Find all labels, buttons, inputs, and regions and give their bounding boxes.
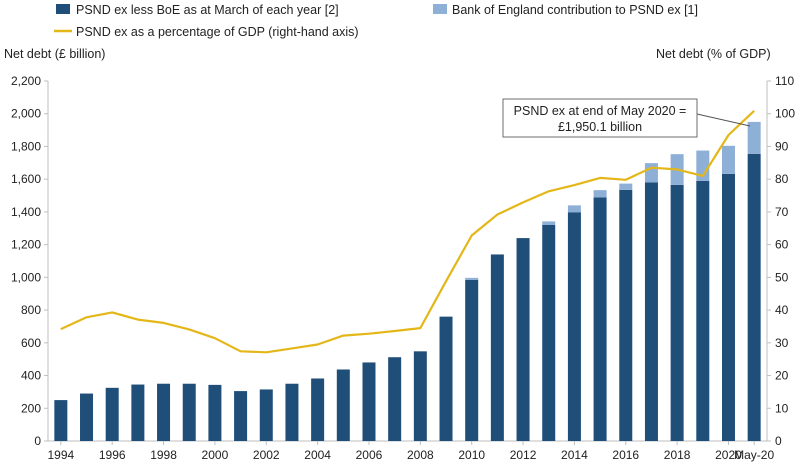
bar-psnd-less-boe [182,383,196,441]
bars [54,121,761,442]
y-tick-label-right: 90 [775,139,789,153]
y-tick-label-left: 800 [21,303,41,317]
bar-psnd-less-boe [619,189,633,441]
x-tick-label: 2016 [612,448,639,462]
bar-psnd-less-boe [490,254,504,441]
bar-psnd-less-boe [696,180,710,441]
y-tick-label-right: 70 [775,205,789,219]
x-tick-label: 2010 [458,448,485,462]
y-ticks-left: 0 200 400 600 800 1,000 1,200 1,400 1,600 1,800 2,… [11,74,48,448]
y-tick-label-right: 60 [775,238,789,252]
y-tick-label-left: 200 [21,401,41,415]
bar-psnd-less-boe [54,400,68,441]
legend-label-psnd-less-boe: PSND ex less BoE as at March of each yea… [76,3,339,17]
x-tick-label: 2012 [510,448,537,462]
bar-psnd-less-boe [542,225,556,441]
y-tick-label-left: 400 [21,369,41,383]
y-tick-label-right: 50 [775,270,789,284]
bar-psnd-less-boe [721,173,735,442]
bar-psnd-less-boe [157,383,171,441]
bar-psnd-less-boe [362,362,376,441]
y-tick-label-left: 2,200 [11,74,41,88]
bar-psnd-less-boe [259,389,273,441]
legend-label-gdp-line: PSND ex as a percentage of GDP (right-ha… [76,25,359,39]
legend-label-boe-contribution: Bank of England contribution to PSND ex … [452,3,698,17]
x-tick-label: 1994 [47,448,74,462]
bar-boe-contribution [465,277,479,280]
annotation: PSND ex at end of May 2020 = £1,950.1 bi… [502,98,751,138]
gdp-line-layer [60,109,755,354]
y-tick-label-left: 1,200 [11,238,41,252]
bar-psnd-less-boe [670,184,684,441]
gdp-percentage-line [60,109,755,354]
y-ticks-right: 0 10 20 30 40 50 60 70 80 90 100 110 [767,74,795,448]
y-tick-label-right: 100 [775,107,795,121]
bar-psnd-less-boe [644,182,658,442]
y-tick-label-right: 30 [775,336,789,350]
bar-psnd-less-boe [285,383,299,441]
x-tick-label: 2018 [664,448,691,462]
legend-swatch-psnd-less-boe [56,4,70,14]
bar-psnd-less-boe [336,369,350,441]
bar-boe-contribution [644,163,658,183]
bar-psnd-less-boe [465,279,479,441]
bar-boe-contribution [567,205,581,213]
x-tick-label: 2002 [253,448,280,462]
y-tick-label-right: 0 [775,434,782,448]
annotation-leader [696,113,751,127]
annotation-line-1: PSND ex at end of May 2020 = [514,104,687,118]
y-axis-title-right: Net debt (% of GDP) [656,47,771,61]
bar-boe-contribution [542,221,556,225]
bar-psnd-less-boe [388,357,402,441]
y-tick-label-left: 1,000 [11,270,41,284]
x-tick-label: 2014 [561,448,588,462]
y-tick-label-right: 20 [775,369,789,383]
bar-psnd-less-boe [567,212,581,441]
y-tick-label-left: 1,800 [11,139,41,153]
bar-boe-contribution [747,121,761,154]
y-tick-label-left: 2,000 [11,107,41,121]
y-tick-label-right: 10 [775,401,789,415]
bar-psnd-less-boe [131,384,145,441]
x-tick-label: 2006 [356,448,383,462]
bar-boe-contribution [593,190,607,198]
x-tick-label: 2000 [202,448,229,462]
y-tick-label-left: 600 [21,336,41,350]
annotation-line-2: £1,950.1 billion [558,120,642,134]
legend-swatch-boe-contribution [433,4,447,14]
bar-psnd-less-boe [105,387,119,441]
bar-psnd-less-boe [208,384,222,441]
bar-psnd-less-boe [80,393,94,441]
legend: PSND ex less BoE as at March of each yea… [54,3,698,39]
y-tick-label-left: 1,600 [11,172,41,186]
bar-psnd-less-boe [439,316,453,441]
x-tick-label: May-20 [734,448,774,462]
bar-psnd-less-boe [747,153,761,441]
annotation-box [502,98,698,138]
bar-psnd-less-boe [413,351,427,441]
x-ticks: 1994 1996 1998 2000 2002 2004 2006 2008 2010 2012… [47,441,774,462]
y-axis-title-left: Net debt (£ billion) [4,47,105,61]
y-tick-label-left: 1,400 [11,205,41,219]
bar-psnd-less-boe [234,391,248,441]
bar-psnd-less-boe [311,378,325,441]
x-tick-label: 2020 [715,448,742,462]
bar-boe-contribution [721,145,735,174]
y-tick-label-left: 0 [34,434,41,448]
bar-boe-contribution [619,183,633,190]
bar-psnd-less-boe [516,238,530,441]
x-tick-label: 1998 [150,448,177,462]
x-tick-label: 1996 [99,448,126,462]
y-tick-label-right: 110 [775,74,794,88]
y-tick-label-right: 40 [775,303,789,317]
x-tick-label: 2004 [304,448,331,462]
bar-psnd-less-boe [593,197,607,441]
x-tick-label: 2008 [407,448,434,462]
y-tick-label-right: 80 [775,172,789,186]
bar-boe-contribution [696,150,710,181]
